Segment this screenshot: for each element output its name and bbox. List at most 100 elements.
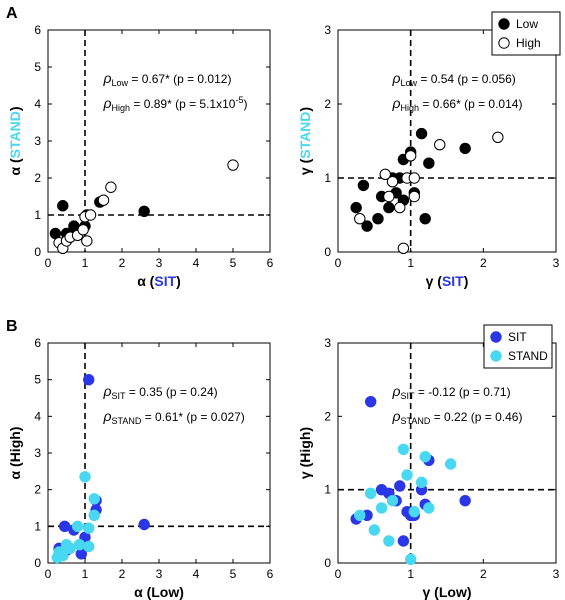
point-high [394, 201, 406, 214]
point-stand [368, 524, 381, 536]
point-stand [83, 522, 95, 534]
y-tick-label: 0 [34, 556, 41, 570]
x-tick-label: 5 [230, 567, 237, 581]
point-stand [415, 476, 428, 489]
legend-label: High [516, 36, 541, 50]
x-tick-label: 0 [45, 567, 52, 581]
x-tick-label: 1 [407, 256, 414, 270]
point-low [372, 213, 384, 225]
chart-B-alpha: 0 1 2 3 4 5 6 0 1 2 3 4 5 6 α (Low) α (High) ρSIT = 0.35… [7, 336, 274, 600]
y-tick-label: 6 [34, 336, 41, 350]
point-low [57, 200, 69, 212]
point-high [354, 213, 366, 225]
point-high [84, 209, 97, 221]
y-axis-label: α (High) [7, 427, 23, 480]
x-tick-label: 1 [82, 567, 89, 581]
legend-label: Low [516, 17, 538, 31]
y-tick-label: 0 [324, 556, 331, 570]
point-stand [419, 450, 431, 463]
correlation-annotation: ρHigh = 0.89* (p = 5.1x10-5) [103, 95, 248, 113]
panel-letter-a: A [6, 5, 18, 22]
point-stand [354, 509, 366, 522]
y-tick-label: 6 [34, 23, 41, 37]
point-high [434, 139, 446, 151]
axes-frame [337, 29, 557, 253]
y-tick-label: 2 [34, 171, 41, 185]
point-high [379, 168, 391, 181]
x-tick-label: 1 [407, 567, 414, 581]
point-stand [88, 493, 100, 505]
point-stand [83, 540, 95, 553]
point-stand [79, 471, 91, 483]
point-stand [71, 520, 84, 533]
y-axis-label: α (STAND) [7, 106, 23, 175]
y-tick-label: 4 [34, 409, 41, 423]
x-tick-label: 6 [267, 256, 274, 270]
legend-marker [498, 18, 510, 30]
point-stand [423, 502, 435, 514]
point-low [459, 142, 471, 155]
point-high [386, 176, 399, 188]
chart-A-gamma: 0 1 2 3 0 1 2 3 γ (SIT) γ (STAND) ρLow = 0.54 (p =… [297, 23, 560, 289]
legend-marker [490, 350, 502, 362]
point-high [383, 190, 395, 203]
point-stand [73, 538, 86, 551]
correlation-annotation: ρLow = 0.67* (p = 0.012) [103, 70, 232, 88]
x-tick-label: 6 [267, 567, 274, 581]
y-tick-label: 0 [34, 245, 41, 259]
point-low [423, 157, 435, 169]
y-tick-label: 5 [34, 60, 41, 74]
point-sit [365, 395, 377, 408]
legend-legend-bottom: SIT STAND [483, 324, 553, 369]
legend-label: STAND [508, 349, 548, 363]
legend-marker [490, 331, 502, 343]
point-stand [404, 553, 417, 566]
point-high [97, 194, 110, 206]
x-axis-label: γ (Low) [423, 584, 472, 600]
point-low [350, 201, 362, 214]
correlation-annotation: ρSIT = -0.12 (p = 0.71) [392, 383, 511, 401]
x-tick-label: 2 [480, 567, 487, 581]
x-tick-label: 4 [193, 256, 200, 270]
x-axis-label: α (SIT) [137, 273, 181, 289]
x-tick-label: 2 [119, 256, 126, 270]
point-low [415, 127, 428, 140]
legend-legend-top: Low High [491, 11, 561, 56]
point-sit [397, 535, 410, 547]
correlation-annotation: ρSIT = 0.35 (p = 0.24) [103, 383, 218, 401]
y-tick-label: 1 [34, 208, 41, 222]
y-tick-label: 2 [324, 409, 331, 423]
point-stand [365, 487, 377, 500]
legend-marker [498, 37, 510, 49]
correlation-annotation: ρLow = 0.54 (p = 0.056) [392, 70, 516, 88]
x-axis-label: α (Low) [134, 584, 184, 600]
y-tick-label: 0 [324, 245, 331, 259]
y-tick-label: 3 [34, 446, 41, 460]
y-axis-label: γ (STAND) [297, 107, 313, 175]
x-tick-label: 0 [45, 256, 52, 270]
point-high [404, 150, 417, 162]
x-tick-label: 3 [156, 256, 163, 270]
chart-B-gamma: 0 1 2 3 0 1 2 3 γ (Low) γ (High) ρSIT = -0.12 (p =… [297, 336, 560, 600]
x-tick-label: 4 [193, 567, 200, 581]
x-tick-label: 3 [156, 567, 163, 581]
point-high [408, 172, 420, 184]
y-tick-label: 3 [324, 23, 331, 37]
y-tick-label: 4 [34, 97, 41, 111]
y-tick-label: 5 [34, 373, 41, 387]
correlation-annotation: ρHigh = 0.66* (p = 0.014) [392, 95, 523, 113]
panel-letter-b: B [6, 318, 18, 335]
y-axis-label: γ (High) [297, 427, 313, 479]
x-tick-label: 2 [119, 567, 126, 581]
y-tick-label: 2 [34, 483, 41, 497]
point-sit [459, 494, 471, 507]
legend-label: SIT [508, 330, 527, 344]
point-low [383, 201, 395, 214]
point-low [419, 213, 431, 225]
point-stand [386, 494, 399, 507]
correlation-annotation: ρSTAND = 0.61* (p = 0.027) [103, 408, 245, 426]
x-tick-label: 2 [480, 256, 487, 270]
point-stand [375, 502, 388, 514]
point-low [138, 205, 150, 218]
